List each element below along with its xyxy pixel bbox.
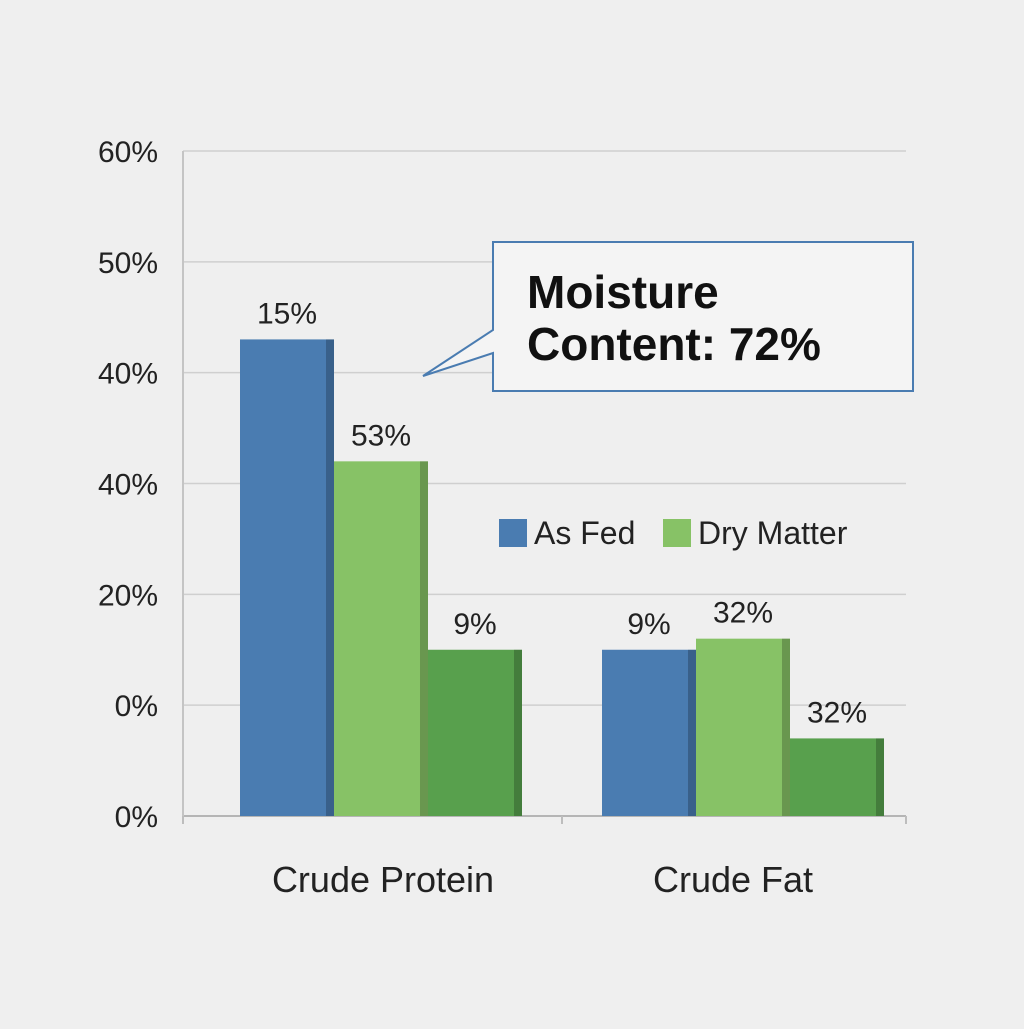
y-tick-label: 0% (115, 801, 158, 834)
annotation-text-line: Content: 72% (527, 318, 821, 370)
bar-value-label: 15% (257, 297, 317, 330)
annotation-callout-box (422, 241, 914, 392)
bar-shade (782, 638, 790, 816)
y-tick-label: 40% (98, 358, 158, 391)
y-tick-label: 0% (115, 690, 158, 723)
legend-label: As Fed (534, 515, 635, 551)
legend-swatch (663, 519, 691, 547)
legend-swatch (499, 519, 527, 547)
bar-value-label: 53% (351, 419, 411, 452)
bar-shade (688, 649, 696, 816)
y-tick-label: 50% (98, 247, 158, 280)
bar-value-label: 32% (713, 597, 773, 630)
x-category-label: Crude Protein (272, 859, 494, 900)
bar-value-label: 9% (627, 608, 670, 641)
bar-value-label: 32% (807, 696, 867, 729)
bar (790, 738, 884, 816)
bar-shade (876, 738, 884, 816)
bar (428, 649, 522, 816)
bar-shade (514, 649, 522, 816)
bar (240, 339, 334, 816)
legend-label: Dry Matter (698, 515, 848, 551)
y-tick-label: 40% (98, 469, 158, 502)
bar-shade (326, 339, 334, 816)
annotation-text-line: Moisture (527, 266, 719, 318)
bar-shade (420, 461, 428, 816)
bar (696, 638, 790, 816)
bar-value-label: 9% (453, 608, 496, 641)
bar (602, 649, 696, 816)
x-category-label: Crude Fat (653, 859, 813, 900)
y-tick-label: 60% (98, 136, 158, 169)
y-tick-label: 20% (98, 579, 158, 612)
bar (334, 461, 428, 816)
